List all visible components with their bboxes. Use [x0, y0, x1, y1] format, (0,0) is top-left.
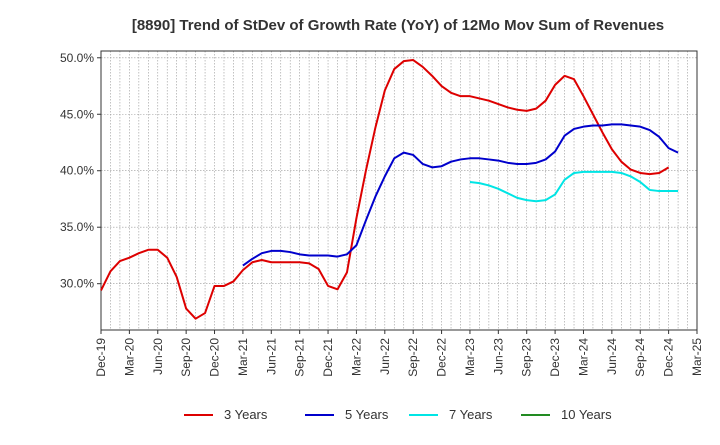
- plot-border: [100, 50, 698, 331]
- y-tick-label: 40.0%: [60, 164, 94, 178]
- series-line-3-years: [100, 59, 670, 320]
- x-tick-label: Mar-23: [463, 338, 477, 376]
- x-tick-label: Mar-25: [690, 338, 704, 376]
- legend-label-7-years: 7 Years: [449, 407, 493, 422]
- x-tick-label: Jun-22: [378, 338, 392, 375]
- x-tick-label: Jun-21: [264, 338, 278, 375]
- series-layer: [100, 59, 679, 320]
- series-line-5-years: [242, 123, 679, 267]
- x-tick-label: Sep-23: [520, 338, 534, 377]
- x-tick-label: Sep-21: [293, 338, 307, 377]
- x-tick-label: Jun-24: [605, 338, 619, 375]
- x-tick-label: Sep-24: [633, 338, 647, 377]
- grid-layer: [101, 51, 697, 330]
- x-tick-label: Dec-24: [662, 338, 676, 377]
- x-tick-label: Dec-21: [321, 338, 335, 377]
- legend-label-5-years: 5 Years: [345, 407, 389, 422]
- chart-title: [8890] Trend of StDev of Growth Rate (Yo…: [132, 17, 664, 34]
- legend: 3 Years 5 Years 7 Years 10 Years: [184, 407, 612, 422]
- x-tick-label: Sep-20: [179, 338, 193, 377]
- x-tick-label: Dec-23: [548, 338, 562, 377]
- x-tick-label: Dec-22: [435, 338, 449, 377]
- plot-area: [101, 51, 697, 330]
- y-tick-label: 35.0%: [60, 220, 94, 234]
- x-tick-label: Dec-19: [94, 338, 108, 377]
- series-line-7-years: [469, 170, 679, 203]
- x-tick-label: Mar-21: [236, 338, 250, 376]
- x-tick-label: Jun-20: [151, 338, 165, 375]
- legend-label-3-years: 3 Years: [224, 407, 268, 422]
- x-tick-label: Mar-20: [122, 338, 136, 376]
- y-tick-label: 50.0%: [60, 51, 94, 65]
- y-tick-label: 30.0%: [60, 277, 94, 291]
- x-tick-label: Mar-24: [576, 338, 590, 376]
- x-tick-label: Jun-23: [491, 338, 505, 375]
- x-tick-label: Sep-22: [406, 338, 420, 377]
- y-tick-label: 45.0%: [60, 107, 94, 121]
- legend-label-10-years: 10 Years: [561, 407, 612, 422]
- x-tick-label: Mar-22: [349, 338, 363, 376]
- axis-layer: 30.0% 35.0% 40.0% 45.0% 50.0% Dec-19 Mar-20 Jun…: [60, 50, 704, 377]
- x-tick-label: Dec-20: [208, 338, 222, 377]
